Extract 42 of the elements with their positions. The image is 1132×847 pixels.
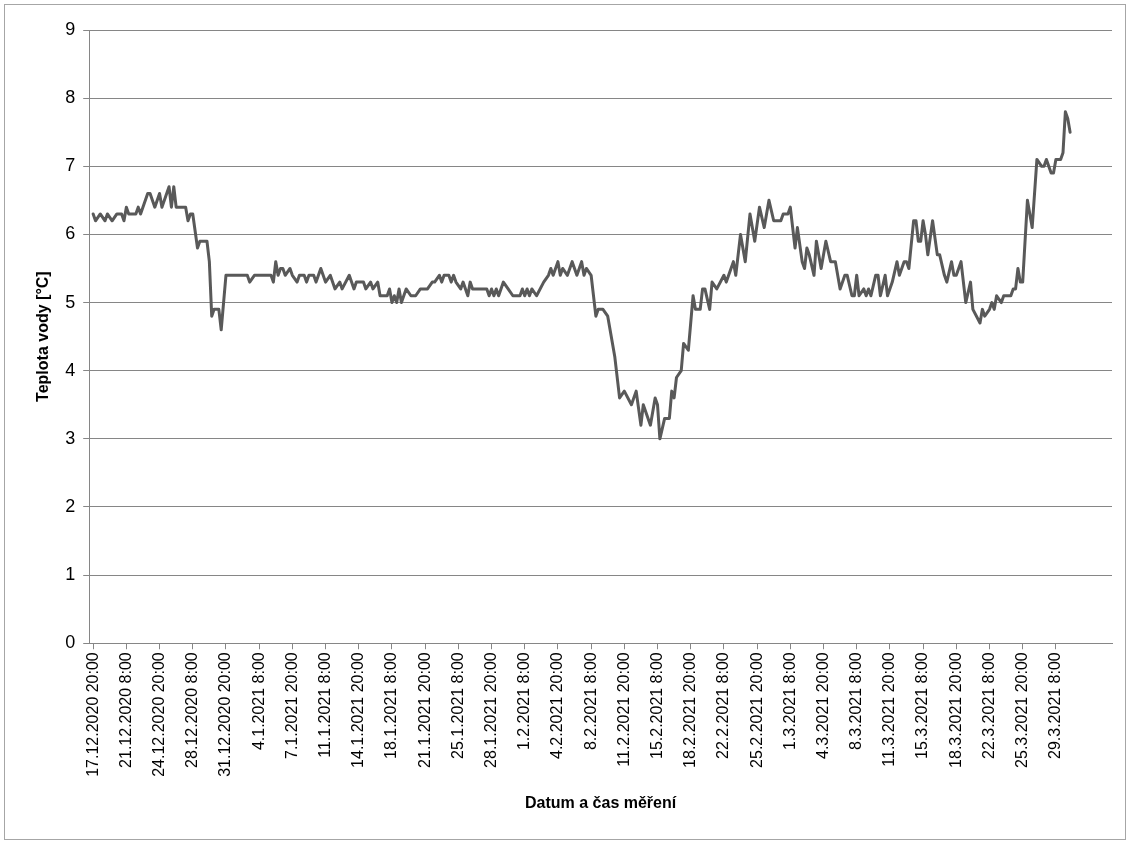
- y-tick-label: 6: [65, 223, 76, 244]
- x-tick-label: 22.2.2021 8:00: [714, 652, 732, 759]
- x-tick-label: 18.1.2021 8:00: [382, 652, 400, 759]
- y-tick-label: 4: [65, 359, 76, 380]
- y-tick-label: 8: [65, 87, 76, 108]
- y-axis-title: Teplota vody [°C]: [34, 271, 52, 402]
- x-tick-label: 31.12.2020 20:00: [216, 652, 234, 777]
- x-tick-label: 21.1.2021 20:00: [415, 652, 433, 768]
- x-tick-label: 28.1.2021 20:00: [481, 652, 499, 768]
- x-tick-label: 25.1.2021 8:00: [448, 652, 466, 759]
- x-tick-label: 15.2.2021 8:00: [647, 652, 665, 759]
- x-tick-label: 18.3.2021 20:00: [946, 652, 964, 768]
- x-tick-label: 1.2.2021 8:00: [515, 652, 533, 751]
- y-tick-label: 0: [65, 632, 76, 653]
- x-tick-label: 18.2.2021 20:00: [681, 652, 699, 768]
- x-tick-label: 11.3.2021 20:00: [880, 652, 898, 767]
- x-tick-label: 8.2.2021 8:00: [581, 652, 599, 751]
- x-tick-label: 17.12.2020 20:00: [83, 652, 101, 777]
- x-tick-label: 15.3.2021 8:00: [913, 652, 931, 759]
- x-tick-label: 24.12.2020 20:00: [149, 652, 167, 777]
- x-tick-label: 25.3.2021 20:00: [1013, 652, 1031, 768]
- x-tick-label: 22.3.2021 8:00: [979, 652, 997, 759]
- x-tick-label: 4.1.2021 8:00: [249, 652, 267, 751]
- x-tick-label: 28.12.2020 8:00: [183, 652, 201, 768]
- x-tick-label: 21.12.2020 8:00: [116, 652, 134, 768]
- y-tick-label: 2: [65, 495, 76, 516]
- y-tick-label: 9: [65, 18, 76, 39]
- x-tick-label: 25.2.2021 20:00: [747, 652, 765, 768]
- x-tick-label: 29.3.2021 8:00: [1046, 652, 1064, 759]
- x-axis-title: Datum a čas měření: [525, 793, 677, 811]
- x-tick-label: 4.2.2021 20:00: [548, 652, 566, 759]
- y-tick-label: 3: [65, 427, 76, 448]
- x-tick-label: 11.1.2021 8:00: [315, 652, 333, 758]
- x-tick-label: 1.3.2021 8:00: [780, 652, 798, 751]
- x-tick-label: 7.1.2021 20:00: [282, 652, 300, 759]
- x-tick-label: 11.2.2021 20:00: [614, 652, 632, 767]
- x-tick-label: 4.3.2021 20:00: [813, 652, 831, 759]
- y-tick-label: 1: [65, 564, 76, 585]
- x-tick-label: 14.1.2021 20:00: [349, 652, 367, 768]
- x-tick-label: 8.3.2021 8:00: [847, 652, 865, 751]
- y-tick-label: 5: [65, 291, 76, 312]
- y-tick-label: 7: [65, 155, 76, 176]
